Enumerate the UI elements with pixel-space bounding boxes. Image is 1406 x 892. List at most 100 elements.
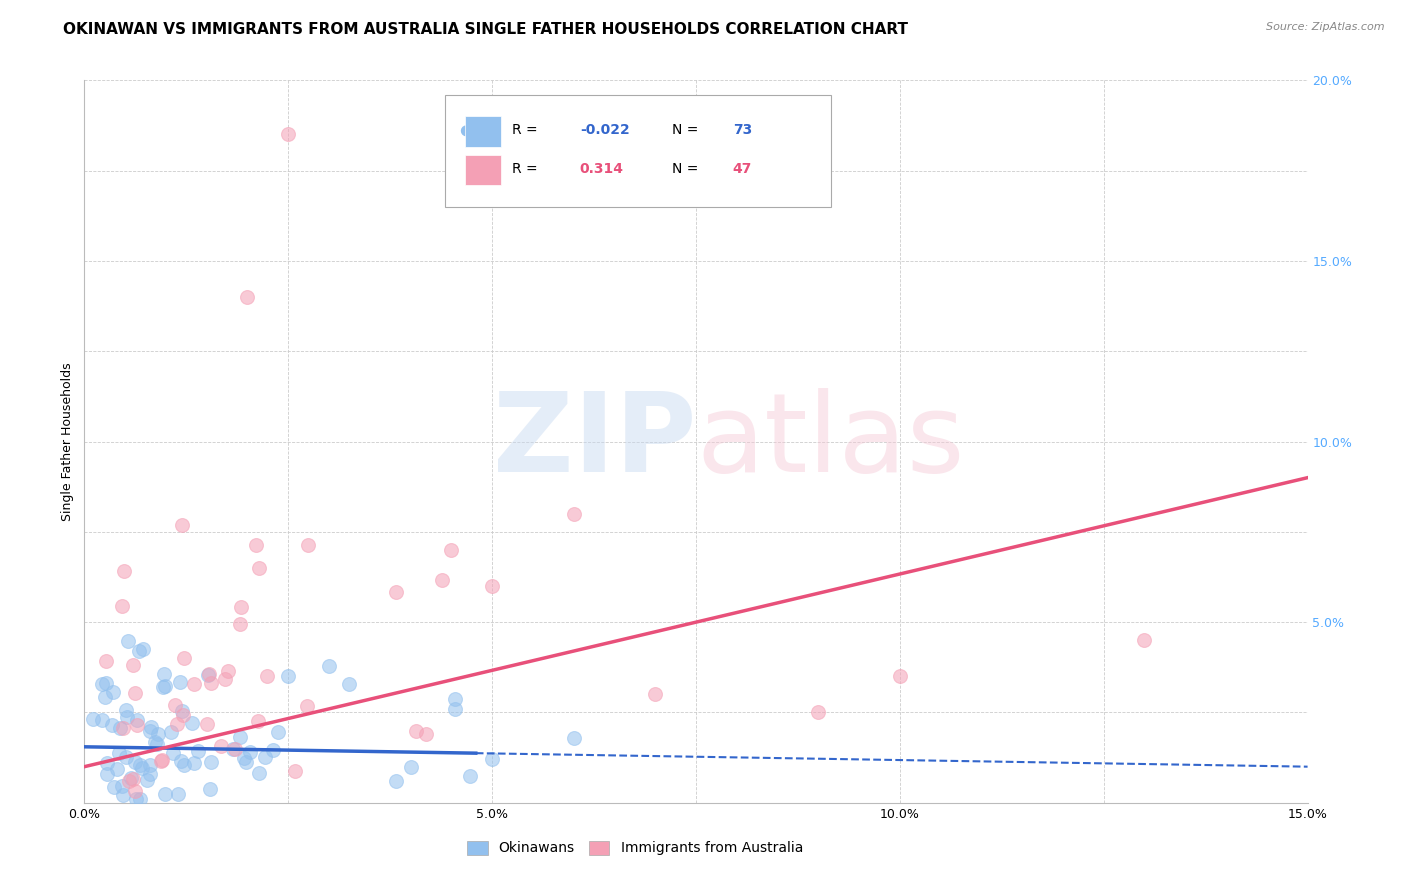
Point [145,737,167,751]
Point [139,723,162,738]
Point [145,735,167,749]
Point [217,664,239,678]
Point [125,792,148,806]
Point [443,692,465,706]
Point [138,767,160,781]
Text: N =: N = [672,162,702,176]
Point [807,706,830,720]
Point [337,677,360,691]
Point [385,585,408,599]
Point [111,788,134,802]
Point [128,792,150,806]
Point [115,703,138,717]
Point [108,721,131,735]
Point [170,518,193,533]
Y-axis label: Single Father Households: Single Father Households [60,362,75,521]
Point [187,744,209,758]
Point [149,755,172,769]
Point [124,783,146,797]
Text: R =: R = [513,123,543,137]
Point [239,745,262,759]
Point [295,698,318,713]
Point [122,657,145,672]
Point [96,654,118,668]
Point [198,667,221,681]
FancyBboxPatch shape [446,95,831,207]
Point [111,779,134,793]
Point [236,290,259,304]
Point [122,772,145,787]
Point [440,542,463,557]
Point [197,668,219,682]
Point [125,713,148,727]
Point [232,751,254,765]
Point [169,675,191,690]
Bar [465,154,502,185]
Point [138,757,160,772]
Point [112,564,135,578]
Point [254,750,277,764]
Point [141,720,163,734]
Point [430,573,453,587]
Point [124,686,146,700]
Point [229,730,252,744]
Point [96,767,118,781]
Point [166,717,188,731]
Point [644,687,666,701]
Point [124,755,146,769]
Point [120,771,142,785]
Point [458,768,481,782]
Text: OKINAWAN VS IMMIGRANTS FROM AUSTRALIA SINGLE FATHER HOUSEHOLDS CORRELATION CHART: OKINAWAN VS IMMIGRANTS FROM AUSTRALIA SI… [63,22,908,37]
Point [117,710,139,724]
Point [562,507,585,521]
Point [162,746,184,760]
Legend: Okinawans, Immigrants from Australia: Okinawans, Immigrants from Australia [461,835,808,861]
Point [105,762,128,776]
Point [96,676,118,690]
Point [200,755,222,769]
Point [247,561,270,575]
Point [267,724,290,739]
Point [399,760,422,774]
Point [214,672,236,686]
Point [229,616,252,631]
Point [231,600,253,615]
Point [82,712,104,726]
Point [128,643,150,657]
Point [170,704,193,718]
Point [163,698,186,712]
Point [132,641,155,656]
Point [405,723,427,738]
Point [111,599,134,613]
Point [173,758,195,772]
Point [103,780,125,794]
Point [246,714,269,729]
Point [153,788,176,802]
Point [96,756,118,771]
Point [256,669,278,683]
Point [284,764,307,778]
Point [200,676,222,690]
Point [183,756,205,771]
Point [222,742,245,756]
Point [172,708,194,723]
Point [262,743,284,757]
Text: Source: ZipAtlas.com: Source: ZipAtlas.com [1267,22,1385,32]
Point [209,739,232,753]
Point [481,752,503,766]
Point [131,762,153,776]
Point [128,758,150,772]
Point [198,781,221,796]
Point [111,721,134,735]
Point [118,774,141,789]
Point [235,755,257,769]
Text: 47: 47 [733,162,752,176]
Text: R =: R = [513,162,543,176]
Text: atlas: atlas [696,388,965,495]
Point [245,538,267,552]
Point [170,754,193,768]
Point [297,538,319,552]
Point [91,676,114,690]
Point [152,680,174,694]
Point [117,634,139,648]
